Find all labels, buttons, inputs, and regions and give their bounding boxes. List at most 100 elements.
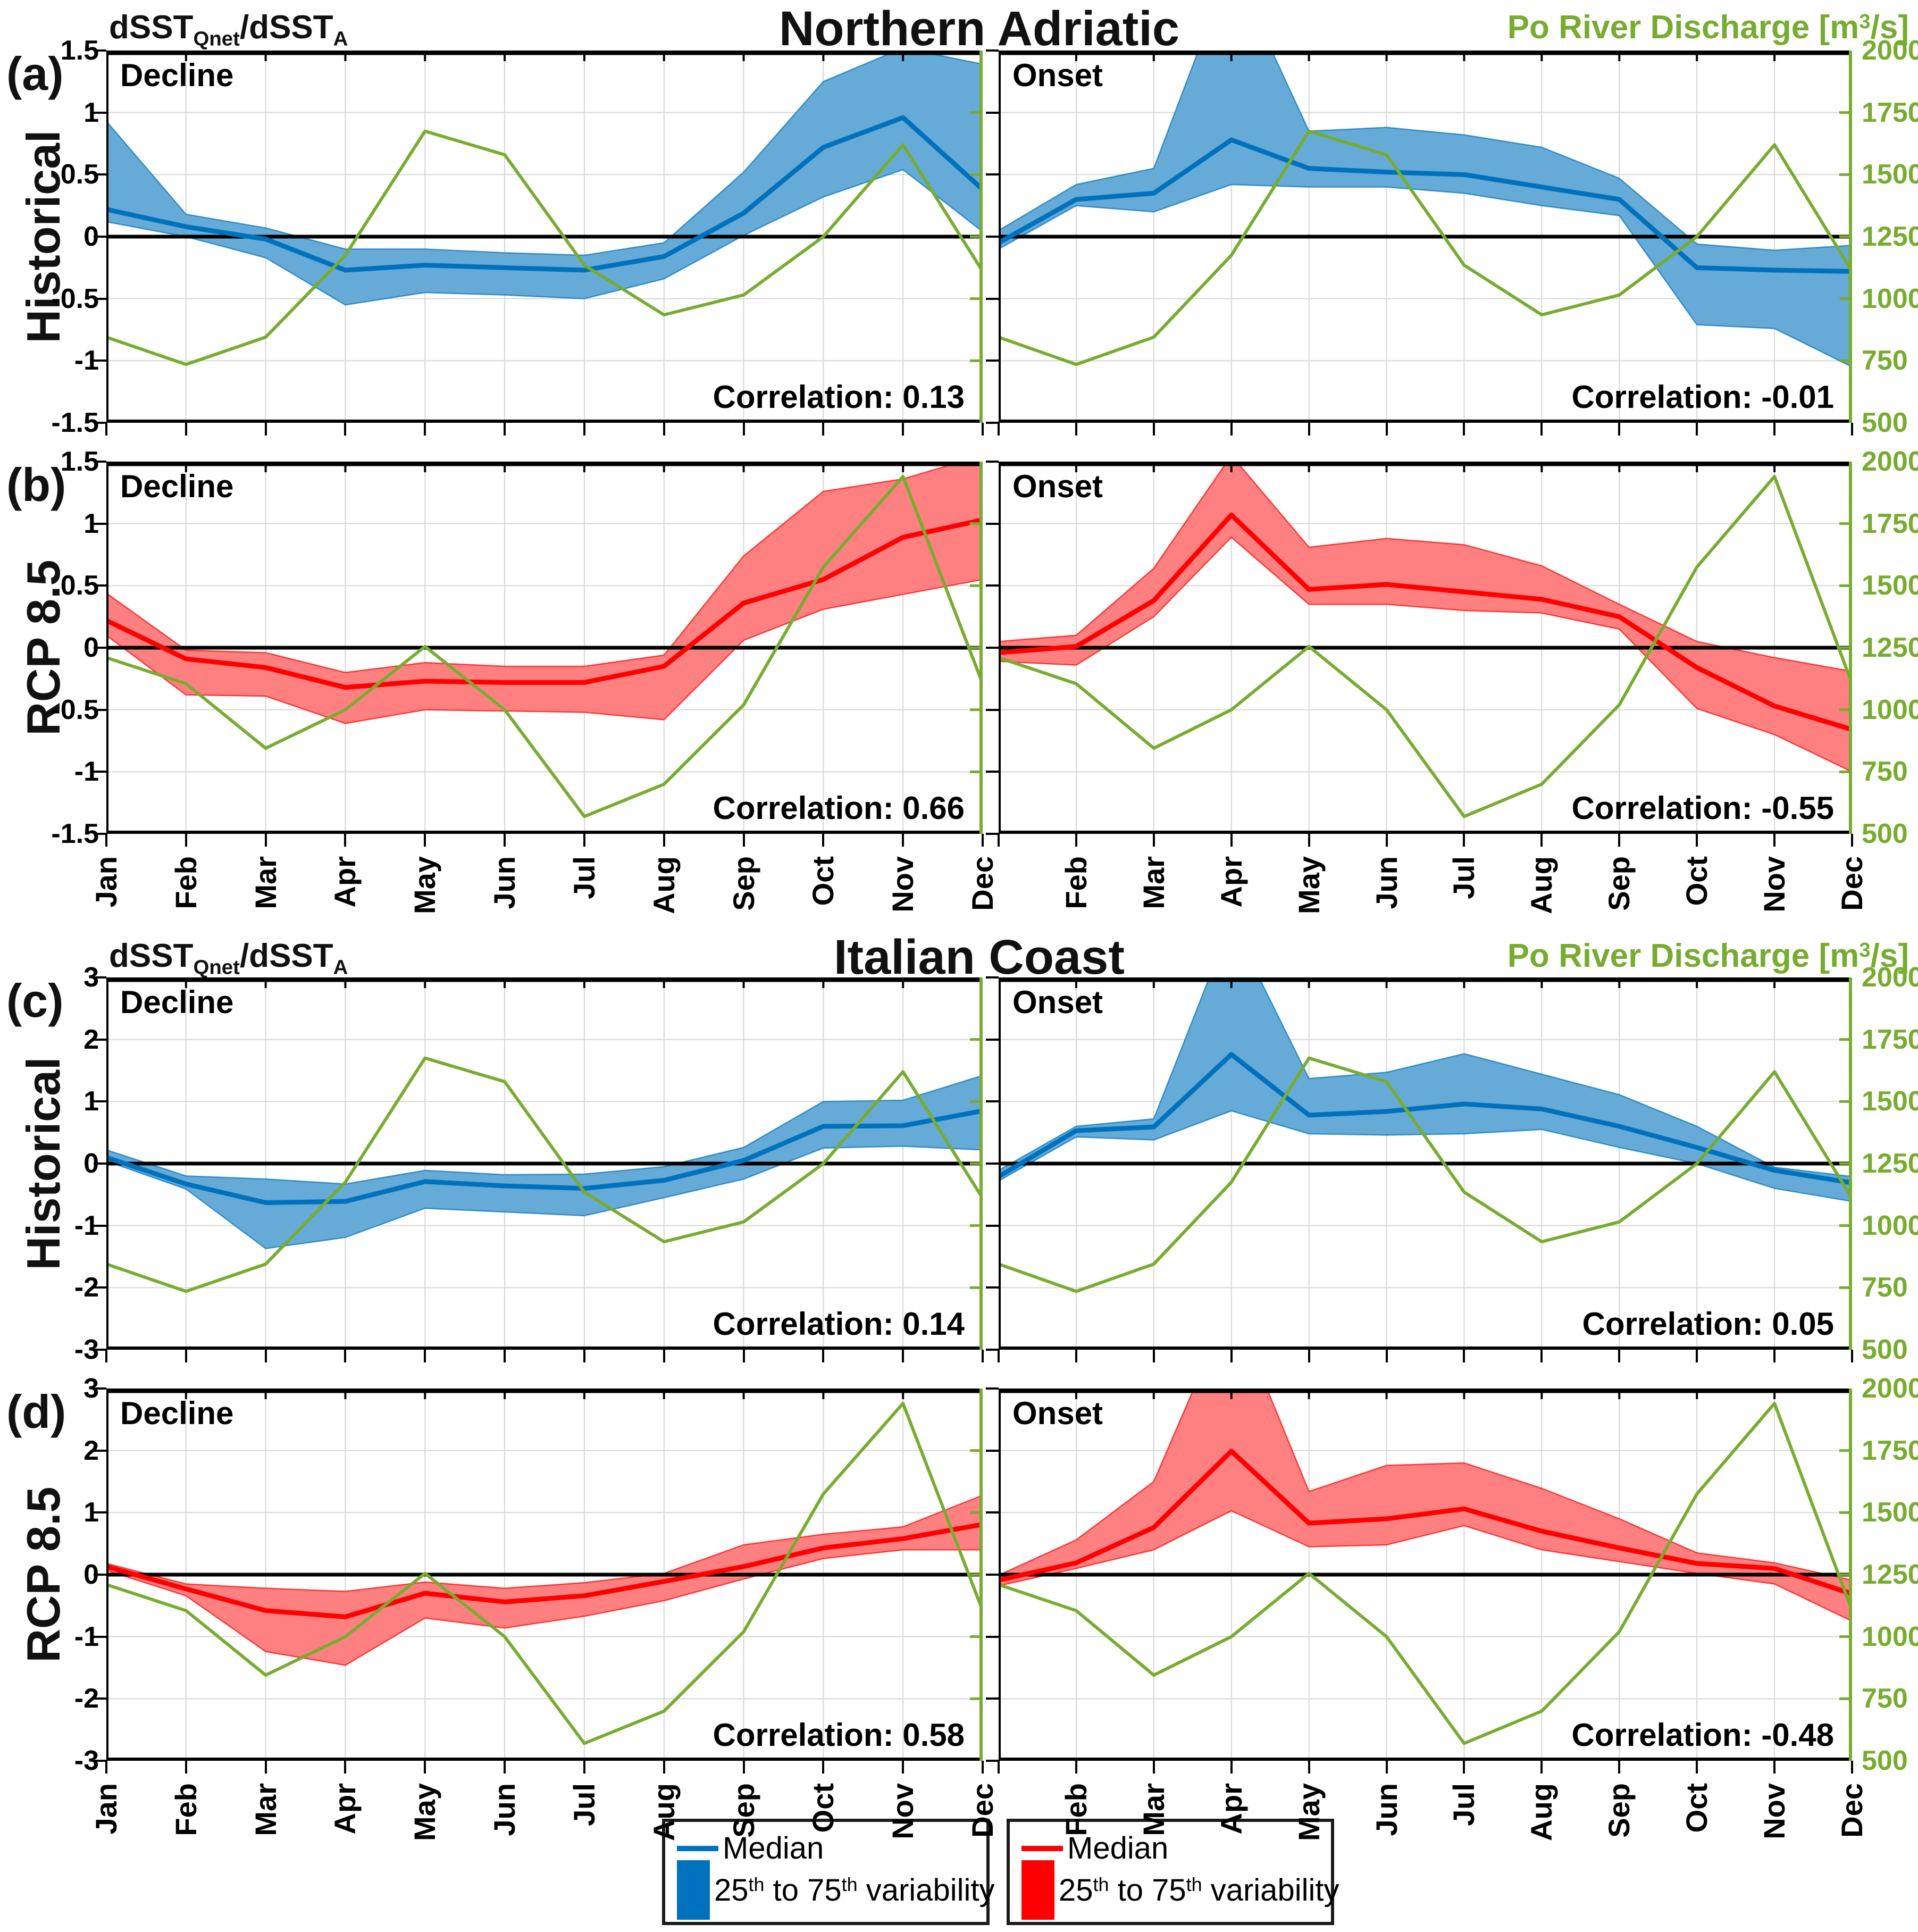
y-tick-label: 2 bbox=[83, 1435, 99, 1466]
x-tick-label-month: Jun bbox=[488, 856, 522, 909]
y-tick-left bbox=[94, 1349, 106, 1351]
panel-plot bbox=[106, 977, 983, 1350]
label-part: dSST bbox=[109, 938, 194, 974]
label-part: variability bbox=[1202, 1872, 1339, 1908]
variability-band bbox=[999, 977, 1852, 1202]
right-axis-tick-label: 750 bbox=[1862, 345, 1908, 377]
x-tick-bottom bbox=[1463, 1761, 1465, 1774]
y-tick-left bbox=[94, 1760, 106, 1762]
discharge-line bbox=[999, 1402, 1852, 1745]
x-tick-label-month: Sep bbox=[726, 1783, 760, 1838]
x-tick-bottom bbox=[742, 423, 745, 436]
y-tick-label: 1 bbox=[83, 1086, 99, 1117]
x-tick-label-month: Oct bbox=[1680, 856, 1714, 906]
x-tick-bottom bbox=[424, 834, 426, 847]
y-tick-left bbox=[94, 236, 106, 238]
x-tick-label-month: Mar bbox=[1136, 1783, 1170, 1836]
y-tick-left bbox=[94, 1635, 106, 1638]
x-tick-bottom bbox=[1618, 1761, 1621, 1774]
right-axis-title-section-2: Po River Discharge [m3/s] bbox=[1274, 937, 1909, 975]
label-part: 25 bbox=[1059, 1872, 1093, 1908]
x-tick-bottom bbox=[1075, 1350, 1077, 1362]
x-tick-bottom bbox=[663, 1350, 665, 1362]
y-tick-left bbox=[94, 647, 106, 649]
panel-plot bbox=[999, 1389, 1852, 1761]
x-tick-bottom bbox=[822, 1350, 825, 1362]
x-tick-label-month: Nov bbox=[886, 1783, 920, 1839]
x-tick-bottom bbox=[1385, 423, 1388, 436]
discharge-line bbox=[106, 1402, 983, 1745]
label-part: /s] bbox=[1870, 938, 1909, 974]
label-part: Po River Discharge [m bbox=[1507, 9, 1860, 46]
x-tick-bottom bbox=[504, 1350, 506, 1362]
y-tick-label: -1 bbox=[74, 345, 99, 377]
y-tick-left bbox=[986, 1349, 999, 1351]
right-axis-tick-label: 1000 bbox=[1862, 283, 1918, 314]
y-tick-left bbox=[94, 173, 106, 176]
y-tick-left bbox=[986, 1697, 999, 1700]
y-tick-left bbox=[986, 1635, 999, 1638]
x-tick-label-month: Mar bbox=[248, 1783, 282, 1836]
y-tick-left bbox=[94, 771, 106, 773]
x-tick-bottom bbox=[1851, 423, 1853, 436]
median-line bbox=[106, 115, 983, 273]
x-tick-bottom bbox=[1152, 834, 1155, 847]
y-tick-left bbox=[94, 49, 106, 52]
right-axis-tick-label: 500 bbox=[1862, 818, 1908, 849]
x-tick-bottom bbox=[1851, 834, 1853, 847]
row-label-b: (b) bbox=[6, 458, 66, 511]
panel-plot bbox=[999, 51, 1852, 423]
right-axis-title-section-1: Po River Discharge [m3/s] bbox=[1274, 9, 1909, 46]
x-tick-bottom bbox=[1463, 1350, 1465, 1362]
y-tick-label: 0 bbox=[83, 221, 99, 252]
median-line-swatch-red bbox=[1021, 1845, 1063, 1851]
x-tick-bottom bbox=[424, 1350, 426, 1362]
label-part: Po River Discharge [m bbox=[1507, 938, 1860, 974]
x-tick-bottom bbox=[742, 1761, 745, 1774]
x-tick-bottom bbox=[1385, 1761, 1388, 1774]
legend-median-row: Median bbox=[677, 1830, 824, 1866]
y-tick-left bbox=[986, 833, 999, 835]
x-tick-bottom bbox=[1385, 1350, 1388, 1362]
x-tick-label-month: Jun bbox=[488, 1783, 522, 1836]
x-tick-bottom bbox=[1773, 1350, 1776, 1362]
y-tick-label: -2 bbox=[74, 1683, 99, 1714]
x-tick-bottom bbox=[264, 423, 267, 436]
legend-variability-row: 25th to 75th variability bbox=[677, 1860, 994, 1920]
y-tick-left bbox=[94, 584, 106, 587]
y-tick-left bbox=[986, 173, 999, 176]
x-tick-bottom bbox=[344, 1761, 347, 1774]
right-axis-tick-label: 1500 bbox=[1862, 570, 1918, 601]
x-tick-label-month: Oct bbox=[806, 1783, 840, 1833]
x-tick-bottom bbox=[982, 1350, 984, 1362]
right-axis-tick-label: 1500 bbox=[1862, 1497, 1918, 1528]
label-part: th bbox=[841, 1873, 858, 1895]
median-line bbox=[999, 512, 1852, 732]
x-tick-bottom bbox=[822, 1761, 825, 1774]
panel-plot bbox=[106, 51, 983, 423]
x-tick-label-month: Feb bbox=[169, 1783, 203, 1836]
row-label-d: (d) bbox=[6, 1385, 66, 1438]
phase-label: Onset bbox=[1012, 469, 1103, 504]
x-tick-label-month: Feb bbox=[1059, 1783, 1093, 1836]
left-axis-title-section-2: dSSTQnet/dSSTA bbox=[109, 937, 348, 979]
x-tick-bottom bbox=[822, 834, 825, 847]
y-tick-left bbox=[986, 236, 999, 238]
x-tick-bottom bbox=[1152, 1350, 1155, 1362]
discharge-line bbox=[106, 129, 983, 366]
right-axis-tick-label: 2000 bbox=[1862, 962, 1918, 993]
y-tick-left bbox=[94, 1697, 106, 1700]
x-tick-bottom bbox=[902, 834, 904, 847]
right-axis-tick-label: 1500 bbox=[1862, 1086, 1918, 1117]
x-tick-bottom bbox=[1618, 423, 1621, 436]
right-axis-tick-label: 1000 bbox=[1862, 694, 1918, 725]
x-tick-bottom bbox=[185, 834, 187, 847]
right-axis-tick-label: 750 bbox=[1862, 1272, 1908, 1303]
y-tick-left bbox=[986, 359, 999, 362]
y-tick-label: 1.5 bbox=[60, 446, 99, 477]
x-tick-bottom bbox=[504, 423, 506, 436]
x-tick-label-month: Sep bbox=[726, 856, 760, 911]
x-tick-bottom bbox=[264, 1350, 267, 1362]
y-tick-left bbox=[986, 111, 999, 114]
y-tick-left bbox=[94, 708, 106, 711]
